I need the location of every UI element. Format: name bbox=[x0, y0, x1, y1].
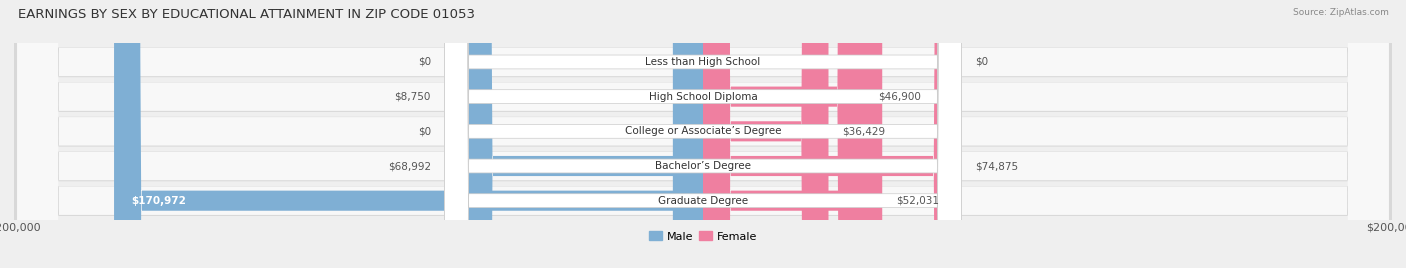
FancyBboxPatch shape bbox=[114, 0, 703, 268]
FancyBboxPatch shape bbox=[444, 0, 962, 268]
FancyBboxPatch shape bbox=[14, 0, 1392, 268]
Text: $36,429: $36,429 bbox=[842, 126, 886, 136]
FancyBboxPatch shape bbox=[17, 0, 1389, 268]
FancyBboxPatch shape bbox=[14, 0, 1392, 268]
FancyBboxPatch shape bbox=[444, 0, 962, 268]
FancyBboxPatch shape bbox=[444, 0, 962, 268]
Text: Bachelor’s Degree: Bachelor’s Degree bbox=[655, 161, 751, 171]
Text: $52,031: $52,031 bbox=[896, 196, 939, 206]
Text: College or Associate’s Degree: College or Associate’s Degree bbox=[624, 126, 782, 136]
FancyBboxPatch shape bbox=[703, 0, 960, 268]
Legend: Male, Female: Male, Female bbox=[644, 227, 762, 246]
FancyBboxPatch shape bbox=[703, 0, 828, 268]
FancyBboxPatch shape bbox=[14, 0, 1392, 268]
Text: $8,750: $8,750 bbox=[395, 92, 430, 102]
FancyBboxPatch shape bbox=[17, 0, 1389, 268]
Text: Less than High School: Less than High School bbox=[645, 57, 761, 67]
Text: $0: $0 bbox=[418, 57, 430, 67]
FancyBboxPatch shape bbox=[465, 0, 703, 268]
Text: EARNINGS BY SEX BY EDUCATIONAL ATTAINMENT IN ZIP CODE 01053: EARNINGS BY SEX BY EDUCATIONAL ATTAINMEN… bbox=[18, 8, 475, 21]
Text: $46,900: $46,900 bbox=[879, 92, 921, 102]
FancyBboxPatch shape bbox=[703, 0, 882, 268]
FancyBboxPatch shape bbox=[17, 0, 1389, 268]
FancyBboxPatch shape bbox=[673, 0, 703, 268]
FancyBboxPatch shape bbox=[444, 0, 962, 268]
FancyBboxPatch shape bbox=[703, 0, 865, 268]
FancyBboxPatch shape bbox=[17, 0, 1389, 268]
Text: $0: $0 bbox=[976, 57, 988, 67]
FancyBboxPatch shape bbox=[444, 0, 962, 268]
Text: Source: ZipAtlas.com: Source: ZipAtlas.com bbox=[1294, 8, 1389, 17]
FancyBboxPatch shape bbox=[14, 0, 1392, 268]
Text: Graduate Degree: Graduate Degree bbox=[658, 196, 748, 206]
FancyBboxPatch shape bbox=[17, 0, 1389, 268]
FancyBboxPatch shape bbox=[14, 0, 1392, 268]
Text: $170,972: $170,972 bbox=[131, 196, 186, 206]
Text: $74,875: $74,875 bbox=[974, 161, 1018, 171]
Text: $0: $0 bbox=[418, 126, 430, 136]
Text: $68,992: $68,992 bbox=[388, 161, 430, 171]
Text: High School Diploma: High School Diploma bbox=[648, 92, 758, 102]
